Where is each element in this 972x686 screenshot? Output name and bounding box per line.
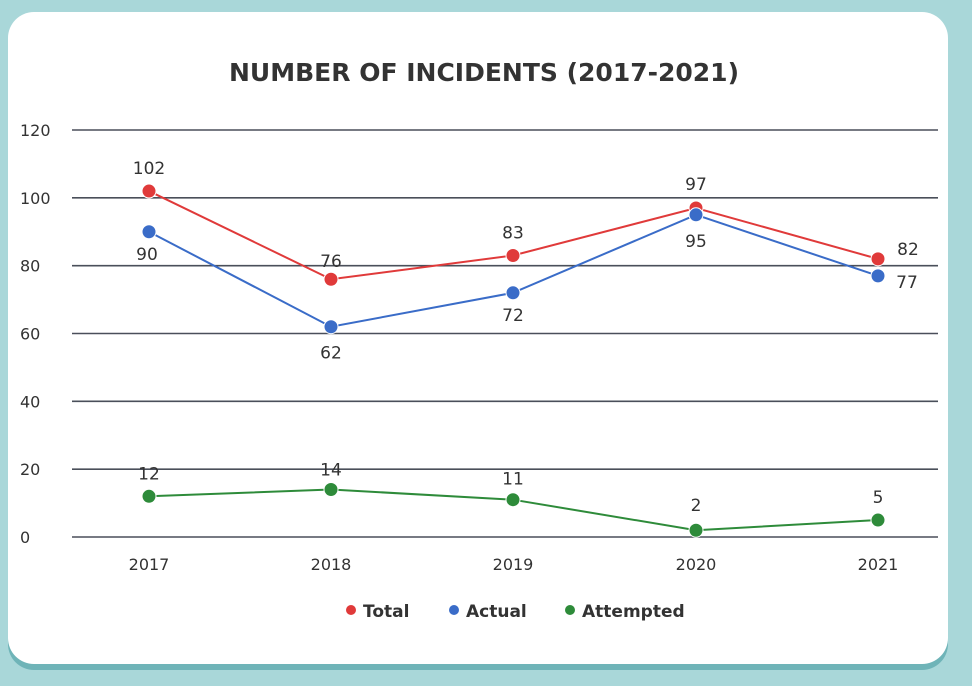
chart-card bbox=[8, 12, 948, 664]
legend: Total Actual Attempted bbox=[346, 602, 685, 622]
data-label-actual: 95 bbox=[685, 232, 707, 252]
data-label-attempted: 11 bbox=[502, 470, 524, 490]
legend-label-total: Total bbox=[363, 602, 409, 622]
legend-label-attempted: Attempted bbox=[582, 602, 685, 622]
data-point-total bbox=[141, 183, 157, 199]
data-point-total bbox=[870, 251, 886, 267]
data-label-actual: 77 bbox=[896, 273, 918, 293]
data-point-actual bbox=[323, 319, 339, 335]
data-label-attempted: 12 bbox=[138, 464, 160, 484]
x-tick-label: 2017 bbox=[129, 555, 170, 574]
data-label-total: 82 bbox=[897, 240, 919, 260]
y-tick-label: 60 bbox=[20, 325, 40, 344]
legend-marker-attempted bbox=[565, 605, 575, 615]
data-label-actual: 90 bbox=[136, 245, 158, 265]
x-tick-label: 2020 bbox=[676, 555, 717, 574]
legend-marker-actual bbox=[449, 605, 459, 615]
data-point-actual bbox=[870, 268, 886, 284]
data-label-actual: 72 bbox=[502, 306, 524, 326]
y-axis-ticks: 0 20 40 60 80 100 120 bbox=[20, 121, 51, 547]
data-label-total: 83 bbox=[502, 223, 524, 243]
legend-marker-total bbox=[346, 605, 356, 615]
data-labels: 102 76 83 97 82 90 62 72 95 77 12 14 11 2 5 bbox=[133, 159, 919, 516]
data-point-attempted bbox=[323, 482, 339, 498]
data-label-attempted: 2 bbox=[691, 496, 702, 516]
data-label-total: 97 bbox=[685, 175, 707, 195]
data-label-total: 76 bbox=[320, 252, 342, 272]
data-point-actual bbox=[141, 224, 157, 240]
x-tick-label: 2019 bbox=[493, 555, 534, 574]
data-point-actual bbox=[688, 207, 704, 223]
y-tick-label: 20 bbox=[20, 460, 40, 479]
x-tick-label: 2021 bbox=[858, 555, 899, 574]
y-tick-label: 40 bbox=[20, 392, 40, 411]
data-label-actual: 62 bbox=[320, 344, 342, 364]
x-tick-label: 2018 bbox=[311, 555, 352, 574]
data-label-total: 102 bbox=[133, 159, 165, 179]
x-axis-ticks: 2017 2018 2019 2020 2021 bbox=[129, 555, 899, 574]
data-point-attempted bbox=[141, 488, 157, 504]
data-point-attempted bbox=[505, 492, 521, 508]
y-tick-label: 120 bbox=[20, 121, 51, 140]
chart-title: NUMBER OF INCIDENTS (2017-2021) bbox=[229, 58, 739, 87]
data-point-attempted bbox=[688, 522, 704, 538]
legend-label-actual: Actual bbox=[466, 602, 527, 622]
y-tick-label: 80 bbox=[20, 257, 40, 276]
data-point-total bbox=[505, 247, 521, 263]
data-point-attempted bbox=[870, 512, 886, 528]
series-points bbox=[141, 183, 886, 538]
grid bbox=[72, 129, 938, 538]
data-point-actual bbox=[505, 285, 521, 301]
data-label-attempted: 14 bbox=[320, 461, 342, 481]
data-point-total bbox=[323, 271, 339, 287]
data-label-attempted: 5 bbox=[873, 488, 884, 508]
y-tick-label: 100 bbox=[20, 189, 51, 208]
y-tick-label: 0 bbox=[20, 528, 30, 547]
